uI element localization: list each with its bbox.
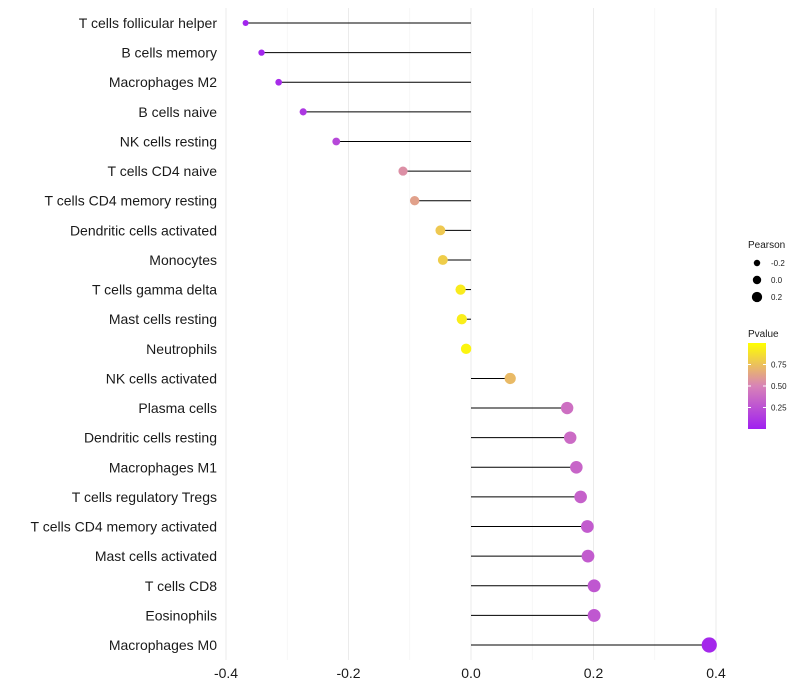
size-legend-label: 0.0 (771, 276, 783, 285)
lollipop-points (242, 19, 717, 653)
size-legend-title: Pearson (748, 240, 785, 251)
category-label: B cells memory (121, 45, 217, 61)
size-legend-dot (753, 259, 761, 267)
lollipop-point (564, 431, 577, 444)
colorbar-tick-label: 0.25 (771, 404, 787, 413)
category-label: Macrophages M1 (109, 459, 217, 475)
category-label: NK cells activated (106, 370, 217, 386)
category-labels: T cells follicular helper B cells memory M… (31, 15, 218, 653)
lollipop-point (409, 196, 420, 206)
grid-lines (225, 8, 717, 660)
category-label: Dendritic cells activated (70, 222, 217, 238)
category-label: T cells regulatory Tregs (72, 489, 217, 505)
colorbar-tick-label: 0.50 (771, 382, 787, 391)
x-tick-label: 0.2 (584, 665, 604, 681)
size-legend-label: 0.2 (771, 293, 783, 302)
x-tick-label: 0.0 (461, 665, 481, 681)
category-label: Eosinophils (145, 607, 217, 623)
category-label: Plasma cells (138, 400, 217, 416)
lollipop-point (701, 637, 717, 653)
color-legend-ticks: 0.25 0.50 0.75 (748, 361, 787, 413)
lollipop-point (587, 608, 601, 622)
category-label: Dendritic cells resting (84, 430, 217, 446)
lollipop-point (504, 372, 516, 385)
x-tick-label: 0.4 (706, 665, 726, 681)
category-label: Mast cells activated (95, 548, 217, 564)
category-label: T cells CD8 (145, 578, 217, 594)
category-label: Monocytes (149, 252, 217, 268)
legend: Pearson -0.2 0.0 0.2 Pvalue 0.25 0.50 0.75 (748, 240, 787, 429)
lollipop-point (332, 137, 341, 146)
lollipop-point (460, 343, 472, 355)
category-label: B cells naive (138, 104, 217, 120)
lollipop-point (275, 78, 283, 86)
category-label: Macrophages M2 (109, 74, 217, 90)
lollipop-point (435, 225, 446, 236)
category-label: NK cells resting (120, 133, 217, 149)
lollipop-stems (245, 22, 710, 646)
lollipop-point (580, 520, 594, 533)
colorbar-tick-label: 0.75 (771, 361, 787, 370)
category-label: Macrophages M0 (109, 637, 217, 653)
pvalue-colorbar (748, 343, 766, 429)
lollipop-point (456, 314, 467, 325)
category-label: Mast cells resting (109, 311, 217, 327)
lollipop-point (258, 49, 265, 56)
x-axis-ticks: -0.4 -0.2 0.0 0.2 0.4 (214, 665, 726, 681)
lollipop-point (437, 254, 448, 265)
size-legend-label: -0.2 (771, 259, 785, 268)
lollipop-point (455, 284, 466, 295)
lollipop-point (574, 490, 587, 504)
category-label: T cells CD4 memory activated (31, 519, 217, 535)
lollipop-point (560, 401, 574, 415)
category-label: T cells gamma delta (92, 282, 217, 298)
category-label: T cells follicular helper (79, 15, 218, 31)
category-label: T cells CD4 naive (108, 163, 218, 179)
lollipop-point (587, 579, 601, 593)
category-label: T cells CD4 memory resting (45, 193, 217, 209)
lollipop-point (242, 19, 249, 27)
size-legend-dot (752, 275, 762, 285)
x-tick-label: -0.4 (214, 665, 238, 681)
size-legend-items: -0.2 0.0 0.2 (751, 259, 785, 303)
lollipop-point (299, 108, 307, 116)
x-tick-label: -0.2 (336, 665, 360, 681)
lollipop-point (398, 166, 408, 176)
color-legend-title: Pvalue (748, 329, 779, 340)
category-label: Neutrophils (146, 341, 217, 357)
lollipop-point (581, 549, 595, 563)
size-legend-dot (751, 291, 763, 303)
lollipop-point (570, 461, 583, 474)
